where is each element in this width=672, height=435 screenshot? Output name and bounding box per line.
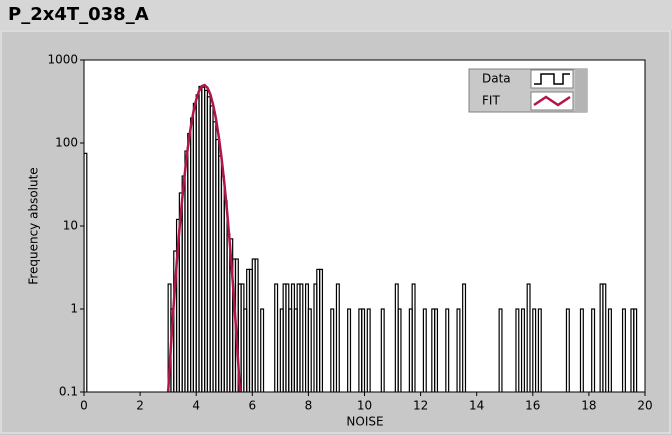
histogram-bar (254, 258, 259, 392)
histogram-bar (380, 308, 385, 392)
y-tick-label: 100 (55, 136, 78, 150)
x-tick-label: 6 (248, 399, 256, 413)
histogram-bar (330, 308, 335, 392)
histogram-bar (532, 308, 537, 392)
histogram-bar (347, 308, 352, 392)
legend-label: Data (482, 72, 511, 86)
histogram-bar (526, 283, 531, 392)
x-tick-label: 8 (305, 399, 313, 413)
x-axis-label: NOISE (346, 415, 383, 429)
plot-layer (84, 83, 638, 392)
histogram-bar (621, 308, 626, 392)
histogram-bar (361, 308, 366, 392)
histogram-bar (456, 308, 461, 392)
x-tick-label: 20 (637, 399, 652, 413)
histogram-bar (591, 308, 596, 392)
histogram-bar (274, 283, 279, 392)
x-tick-label: 16 (525, 399, 540, 413)
histogram-bar (307, 308, 312, 392)
histogram-bar (537, 308, 542, 392)
histogram-bar (335, 283, 340, 392)
x-tick-label: 18 (581, 399, 596, 413)
histogram-bar (319, 268, 324, 392)
histogram-bar (445, 308, 450, 392)
x-tick-label: 10 (357, 399, 372, 413)
legend-swatch (533, 95, 571, 107)
x-tick-label: 2 (136, 399, 144, 413)
histogram-bar (422, 308, 427, 392)
y-axis-label: Frequency absolute (27, 167, 41, 284)
x-tick-label: 4 (192, 399, 200, 413)
histogram-bar (411, 283, 416, 392)
histogram-bar (84, 152, 88, 392)
y-tick-label: 0.1 (59, 385, 78, 399)
histogram-bar (602, 283, 607, 392)
title-bar (0, 0, 672, 30)
histogram-bar (633, 308, 638, 392)
legend-swatch-box (530, 69, 574, 89)
histogram-bar (434, 308, 439, 392)
histogram-bar (515, 308, 520, 392)
x-tick-label: 12 (413, 399, 428, 413)
histogram-bar (498, 308, 503, 392)
histogram-bar (366, 308, 371, 392)
x-tick-label: 14 (469, 399, 484, 413)
histogram-bar (607, 308, 612, 392)
y-tick-label: 1000 (47, 53, 78, 67)
histogram-bar (260, 308, 265, 392)
histogram-bar (397, 308, 402, 392)
histogram-bar (462, 283, 467, 392)
histogram-bar (520, 308, 525, 392)
y-tick-label: 1 (70, 302, 78, 316)
y-tick-label: 10 (63, 219, 78, 233)
chart-title: P_2x4T_038_A (8, 4, 149, 25)
histogram-bar (565, 308, 570, 392)
histogram-bar (299, 283, 304, 392)
x-tick-label: 0 (80, 399, 88, 413)
legend-scroll (575, 69, 587, 112)
legend-label: FIT (482, 94, 500, 108)
histogram-bar (579, 308, 584, 392)
legend: Data FIT (468, 68, 588, 113)
legend-swatch (534, 73, 570, 85)
fit-line (166, 83, 242, 392)
